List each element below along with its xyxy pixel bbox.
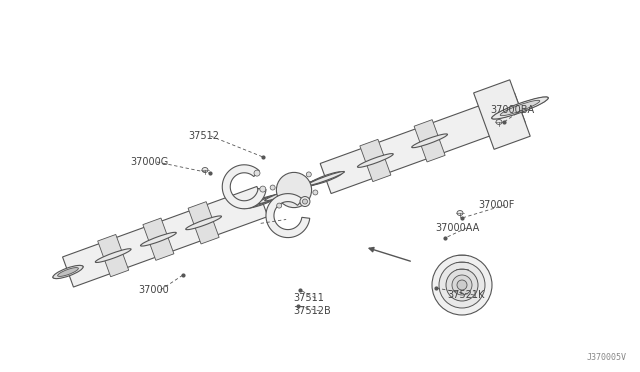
Polygon shape [222, 165, 266, 209]
Ellipse shape [276, 172, 312, 208]
Polygon shape [266, 193, 310, 238]
Circle shape [452, 275, 472, 295]
Text: 37000F: 37000F [478, 200, 515, 210]
Ellipse shape [313, 190, 318, 195]
Ellipse shape [307, 171, 344, 186]
Ellipse shape [285, 179, 323, 193]
Text: 37512: 37512 [188, 131, 219, 141]
Text: 37000BA: 37000BA [490, 105, 534, 115]
Polygon shape [188, 202, 219, 244]
Ellipse shape [492, 97, 548, 119]
Circle shape [439, 262, 485, 308]
Circle shape [457, 280, 467, 290]
Ellipse shape [244, 195, 281, 209]
Ellipse shape [245, 195, 279, 208]
Text: 37000G: 37000G [130, 157, 168, 167]
Ellipse shape [500, 100, 540, 116]
Ellipse shape [265, 187, 302, 201]
Ellipse shape [202, 167, 208, 173]
Ellipse shape [276, 203, 282, 208]
Ellipse shape [254, 170, 260, 176]
Ellipse shape [308, 172, 342, 185]
Ellipse shape [257, 192, 289, 204]
Polygon shape [414, 120, 445, 162]
Ellipse shape [496, 119, 502, 125]
Ellipse shape [141, 232, 176, 246]
Ellipse shape [53, 265, 83, 279]
Ellipse shape [58, 267, 78, 276]
Ellipse shape [270, 185, 275, 190]
Polygon shape [360, 140, 391, 182]
Ellipse shape [303, 199, 307, 204]
Polygon shape [320, 93, 525, 193]
Ellipse shape [186, 216, 221, 230]
Ellipse shape [412, 134, 447, 148]
Circle shape [432, 255, 492, 315]
Text: 37511: 37511 [293, 293, 324, 303]
Ellipse shape [278, 184, 310, 196]
Text: 37512B: 37512B [293, 306, 331, 316]
Text: 37521K: 37521K [447, 290, 484, 300]
Ellipse shape [457, 211, 463, 215]
Polygon shape [63, 186, 268, 287]
Ellipse shape [300, 196, 310, 206]
Polygon shape [143, 218, 174, 260]
Text: 37000AA: 37000AA [435, 223, 479, 233]
Ellipse shape [307, 172, 311, 177]
Ellipse shape [95, 249, 131, 263]
Ellipse shape [260, 186, 266, 192]
Polygon shape [474, 80, 530, 149]
Text: 37000: 37000 [138, 285, 169, 295]
Ellipse shape [492, 97, 548, 119]
Text: J370005V: J370005V [587, 353, 627, 362]
Polygon shape [98, 234, 129, 277]
Ellipse shape [358, 154, 393, 167]
Ellipse shape [299, 176, 331, 189]
Ellipse shape [53, 266, 83, 278]
Circle shape [446, 269, 478, 301]
